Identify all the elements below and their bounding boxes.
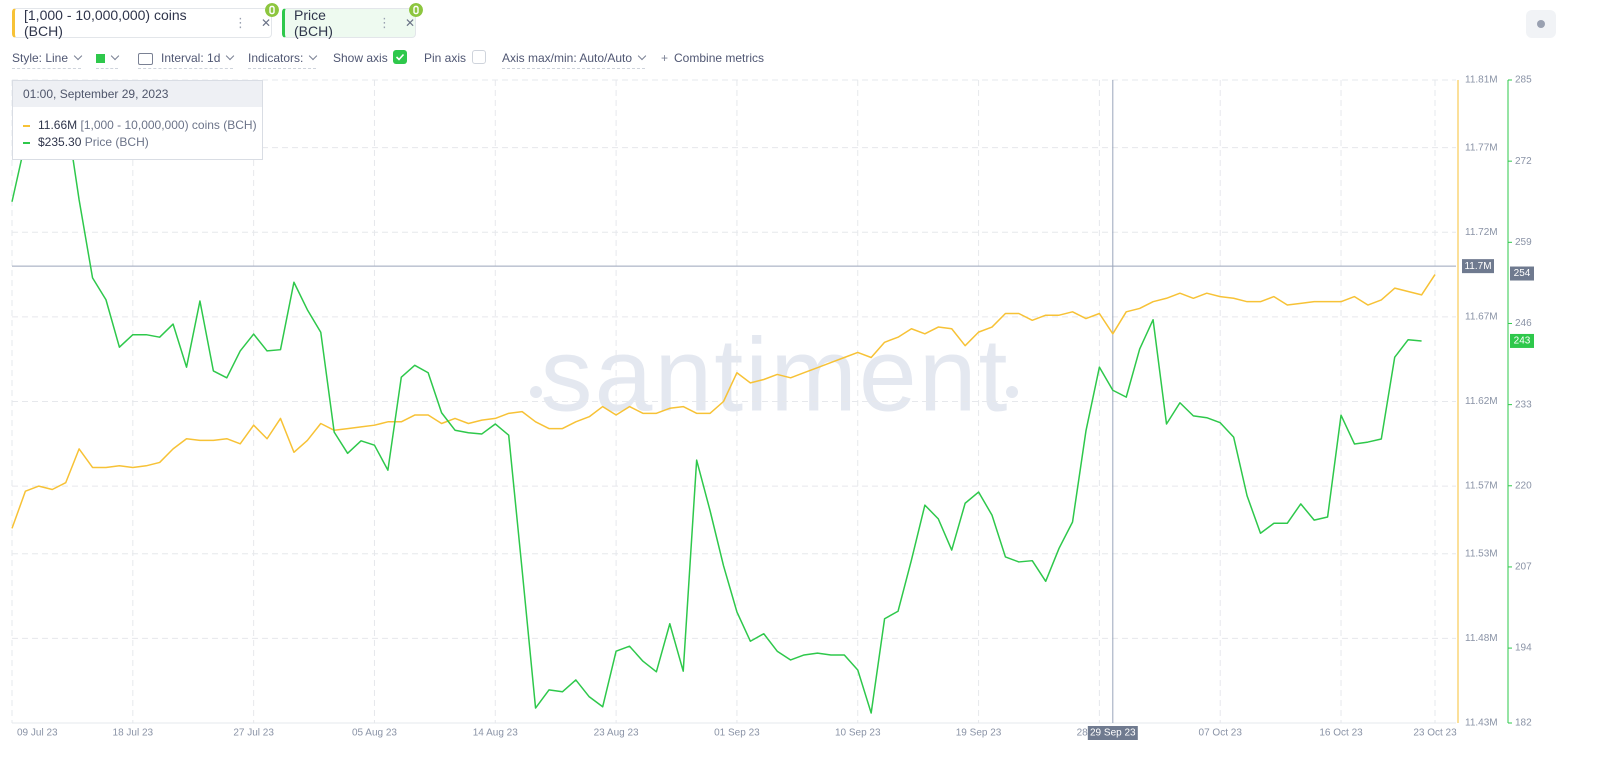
y-tick-label: 11.81M [1465,75,1498,86]
tooltip-marker [23,141,30,144]
tab-menu[interactable]: ⋮ [377,15,391,30]
pin-axis-label: Pin axis [424,50,466,68]
metric-tab[interactable]: Price (BCH) ⋮ ✕ [282,3,423,39]
x-tick-label: 01 Sep 23 [714,728,760,739]
y2-tick-label: 233 [1515,399,1532,410]
watermark-dot [1006,386,1018,398]
tooltip-value: $235.30 [38,135,82,149]
tooltip-value: 11.66M [38,118,78,132]
show-axis-label: Show axis [333,50,388,68]
crosshair-x-label-bg [1087,726,1138,740]
tab-label: Price (BCH) [294,7,333,39]
combine-metrics-button[interactable]: + Combine metrics [661,50,764,68]
settings-icon [1537,20,1545,28]
y2-tick-label: 246 [1515,318,1532,329]
tooltip-series: Price (BCH) [84,135,149,149]
label: Style: Line [12,51,69,65]
show-axis-checkbox[interactable] [393,50,407,64]
x-tick-label: 19 Sep 23 [956,728,1002,739]
x-tick-label: 10 Sep 23 [835,728,881,739]
series-line [11,84,1422,714]
tooltip: 01:00, September 29, 2023 11.66M [1,000 … [12,80,263,160]
tooltip-row: $235.30 Price (BCH) [23,135,149,149]
y2-tick-label: 220 [1515,480,1532,491]
color-select[interactable] [96,50,120,69]
tab-menu[interactable]: ⋮ [233,15,247,30]
crosshair-y-label-bg [1462,259,1494,274]
indicators-select[interactable]: Indicators: [248,50,318,69]
y2-tick-label: 272 [1515,156,1532,167]
label: Show axis [333,51,388,65]
label: Combine metrics [674,51,765,65]
pin-axis-checkbox[interactable] [472,50,486,64]
crosshair-y2-label: 254 [1514,268,1531,279]
tooltip-row: 11.66M [1,000 - 10,000,000) coins (BCH) [23,118,257,132]
y2-tick-label: 259 [1515,237,1532,248]
x-tick-label: 14 Aug 23 [473,728,518,739]
tooltip-series: [1,000 - 10,000,000) coins (BCH) [80,118,257,132]
last-value-label-bg [1510,333,1534,348]
x-tick-label: 09 Jul 23 [17,728,58,739]
tab-label: [1,000 - 10,000,000) coins (BCH) [24,7,187,39]
x-tick-label: 18 Jul 23 [113,728,154,739]
coin-badge [409,3,423,17]
tooltip-marker [23,124,30,127]
y-tick-label: 11.67M [1465,312,1498,323]
plus-icon: + [661,51,669,65]
coin-badge [265,3,279,17]
y-tick-label: 11.57M [1465,481,1498,492]
y2-tick-label: 182 [1515,718,1532,729]
calendar-icon [138,52,153,65]
x-tick-label: 05 Aug 23 [352,728,397,739]
crosshair-y-label: 11.7M [1464,261,1491,272]
y2-tick-label: 207 [1515,562,1532,573]
y-tick-label: 11.53M [1465,548,1498,559]
series-line [11,274,1436,529]
watermark-dot [530,386,542,398]
x-tick-label: 07 Oct 23 [1199,728,1243,739]
color-swatch [96,54,105,64]
x-tick-label: 23 Aug 23 [594,728,639,739]
crosshair-y2-label-bg [1510,266,1534,281]
label: Axis max/min: Auto/Auto [502,51,633,65]
check-icon [395,53,405,61]
tab-close[interactable]: ✕ [260,16,271,30]
tab-close[interactable]: ✕ [404,16,415,30]
interval-select[interactable]: Interval: 1d [138,50,235,69]
y-tick-label: 11.77M [1465,142,1498,153]
metric-tab[interactable]: [1,000 - 10,000,000) coins (BCH) ⋮ ✕ [12,3,279,39]
style-select[interactable]: Style: Line [12,50,83,69]
y-tick-label: 11.43M [1465,718,1498,729]
y2-tick-label: 285 [1515,75,1532,86]
x-tick-label: 16 Oct 23 [1319,728,1363,739]
crosshair-x-label: 29 Sep 23 [1090,728,1136,739]
last-value-label: 243 [1514,336,1531,347]
x-tick-label: 23 Oct 23 [1413,728,1457,739]
y2-tick-label: 194 [1515,643,1532,654]
y-tick-label: 11.48M [1465,633,1498,644]
x-tick-label: 27 Jul 23 [233,728,274,739]
label: Indicators: [248,51,304,65]
settings-button[interactable] [1526,10,1556,38]
y-tick-label: 11.72M [1465,227,1498,238]
label: Pin axis [424,51,467,65]
label: Interval: 1d [161,51,221,65]
y-tick-label: 11.62M [1465,396,1498,407]
axis-minmax-select[interactable]: Axis max/min: Auto/Auto [502,50,647,69]
tooltip-date: 01:00, September 29, 2023 [13,81,262,107]
